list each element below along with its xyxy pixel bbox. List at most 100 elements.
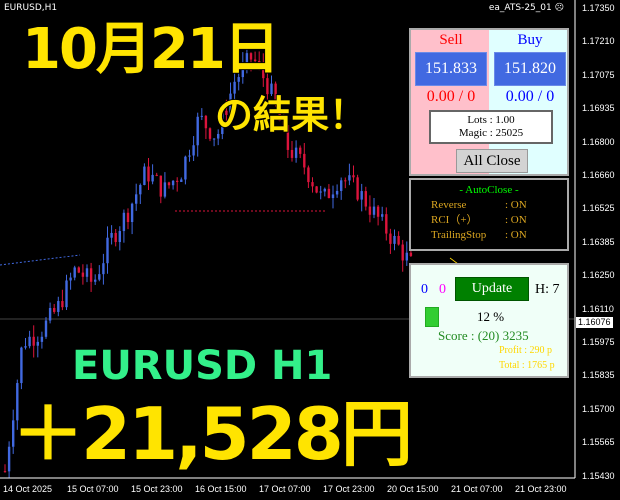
candle-body xyxy=(106,237,109,264)
candle-body xyxy=(159,175,162,197)
symbol-label: EURUSD,H1 xyxy=(4,3,58,13)
candle-body xyxy=(401,244,404,261)
price-tick: 1.17210 xyxy=(582,36,615,47)
candle-body xyxy=(237,77,240,82)
candle-body xyxy=(114,232,117,243)
candle-body xyxy=(278,104,281,121)
row-key: TrailingStop xyxy=(431,229,487,241)
time-tick: 20 Oct 15:00 xyxy=(387,484,439,494)
price-tick: 1.16385 xyxy=(582,236,615,247)
candle-body xyxy=(208,128,212,139)
time-tick: 17 Oct 23:00 xyxy=(323,484,375,494)
candle-body xyxy=(167,182,171,186)
candle-body xyxy=(7,446,11,472)
sad-face-icon: ☹ xyxy=(554,3,564,13)
candle-body xyxy=(53,307,56,312)
overlay-result: の結果！ xyxy=(214,93,368,137)
autoclose-title: - AutoClose - xyxy=(459,184,519,196)
candle-body xyxy=(344,180,347,182)
time-tick: 15 Oct 07:00 xyxy=(67,484,119,494)
autoclose-row: RCI（+）: ON xyxy=(431,213,567,228)
ea-name: ea_ATS-25_01 ☹ xyxy=(489,3,564,13)
magenta-count: 0 xyxy=(439,282,446,297)
status-square xyxy=(425,307,439,327)
candle-body xyxy=(315,186,318,193)
candle-body xyxy=(16,383,19,421)
candle-body xyxy=(393,235,396,244)
candle-body xyxy=(245,53,249,64)
candle-body xyxy=(188,155,191,157)
buy-button[interactable]: 151.820 xyxy=(494,52,566,86)
candle-body xyxy=(44,320,48,337)
candle-body xyxy=(282,120,285,126)
candle-body xyxy=(327,188,331,199)
candle-body xyxy=(229,93,232,115)
candle-body xyxy=(249,53,253,60)
candle-body xyxy=(130,203,134,223)
lots-box: Lots : 1.00 Magic : 25025 xyxy=(429,110,553,144)
candle-body xyxy=(65,280,68,308)
candle-body xyxy=(118,231,121,243)
sell-button[interactable]: 151.833 xyxy=(415,52,487,86)
price-tick: 1.16800 xyxy=(582,136,615,147)
candle-body xyxy=(233,81,236,94)
autoclose-row: Reverse: ON xyxy=(431,198,567,213)
candle-body xyxy=(372,206,376,215)
candle-body xyxy=(307,167,310,183)
autoclose-row: TrailingStop : ON xyxy=(431,228,567,243)
row-value: : ON xyxy=(505,199,527,211)
candle-body xyxy=(40,336,44,342)
candle-body xyxy=(20,347,23,384)
time-tick: 15 Oct 23:00 xyxy=(131,484,183,494)
candle-body xyxy=(176,180,179,182)
candle-body xyxy=(212,138,216,140)
candle-body xyxy=(340,180,343,191)
candle-body xyxy=(270,83,273,95)
candle-body xyxy=(32,336,35,346)
sell-label: Sell xyxy=(439,32,463,48)
buy-pnl: 0.00 / 0 xyxy=(505,88,555,105)
candle-body xyxy=(385,214,388,234)
candle-body xyxy=(368,206,372,215)
time-tick: 17 Oct 07:00 xyxy=(259,484,311,494)
candle-body xyxy=(217,133,220,139)
candle-body xyxy=(24,346,27,348)
candle-body xyxy=(126,212,130,223)
candle-body xyxy=(89,268,93,282)
price-tick: 1.16935 xyxy=(582,103,615,114)
row-value: : ON xyxy=(505,229,527,241)
candle-body xyxy=(122,212,126,232)
update-button[interactable]: Update xyxy=(455,277,529,301)
blue-count: 0 xyxy=(421,282,428,297)
candle-body xyxy=(323,188,326,192)
candle-body xyxy=(155,174,158,176)
price-tick: 1.17075 xyxy=(582,69,615,80)
candle-body xyxy=(262,64,265,79)
candle-body xyxy=(98,274,101,280)
candle-body xyxy=(405,252,408,261)
candle-body xyxy=(81,272,85,277)
candle-body xyxy=(335,190,339,195)
profit-value: Profit : 290 p xyxy=(499,345,553,356)
all-close-button[interactable]: All Close xyxy=(456,149,528,173)
candle-body xyxy=(12,420,15,447)
candle-body xyxy=(94,279,97,282)
order-line-2 xyxy=(0,254,81,266)
candle-body xyxy=(303,153,306,168)
price-tick: 1.15700 xyxy=(582,403,615,414)
h-value: H: 7 xyxy=(535,282,560,297)
candle-body xyxy=(102,263,105,275)
candle-body xyxy=(180,179,183,182)
lots-value: Lots : 1.00 xyxy=(467,114,515,126)
price-tick: 1.15430 xyxy=(582,470,615,481)
candle-body xyxy=(110,232,113,238)
candle-body xyxy=(171,180,175,186)
candle-body xyxy=(360,191,363,200)
ea-name-text: ea_ATS-25_01 xyxy=(488,3,552,13)
time-tick: 16 Oct 15:00 xyxy=(195,484,247,494)
candle-body xyxy=(253,59,257,61)
time-tick: 21 Oct 07:00 xyxy=(451,484,503,494)
candle-body xyxy=(200,115,203,117)
candle-body xyxy=(348,175,351,181)
price-tick: 1.16110 xyxy=(582,303,614,314)
